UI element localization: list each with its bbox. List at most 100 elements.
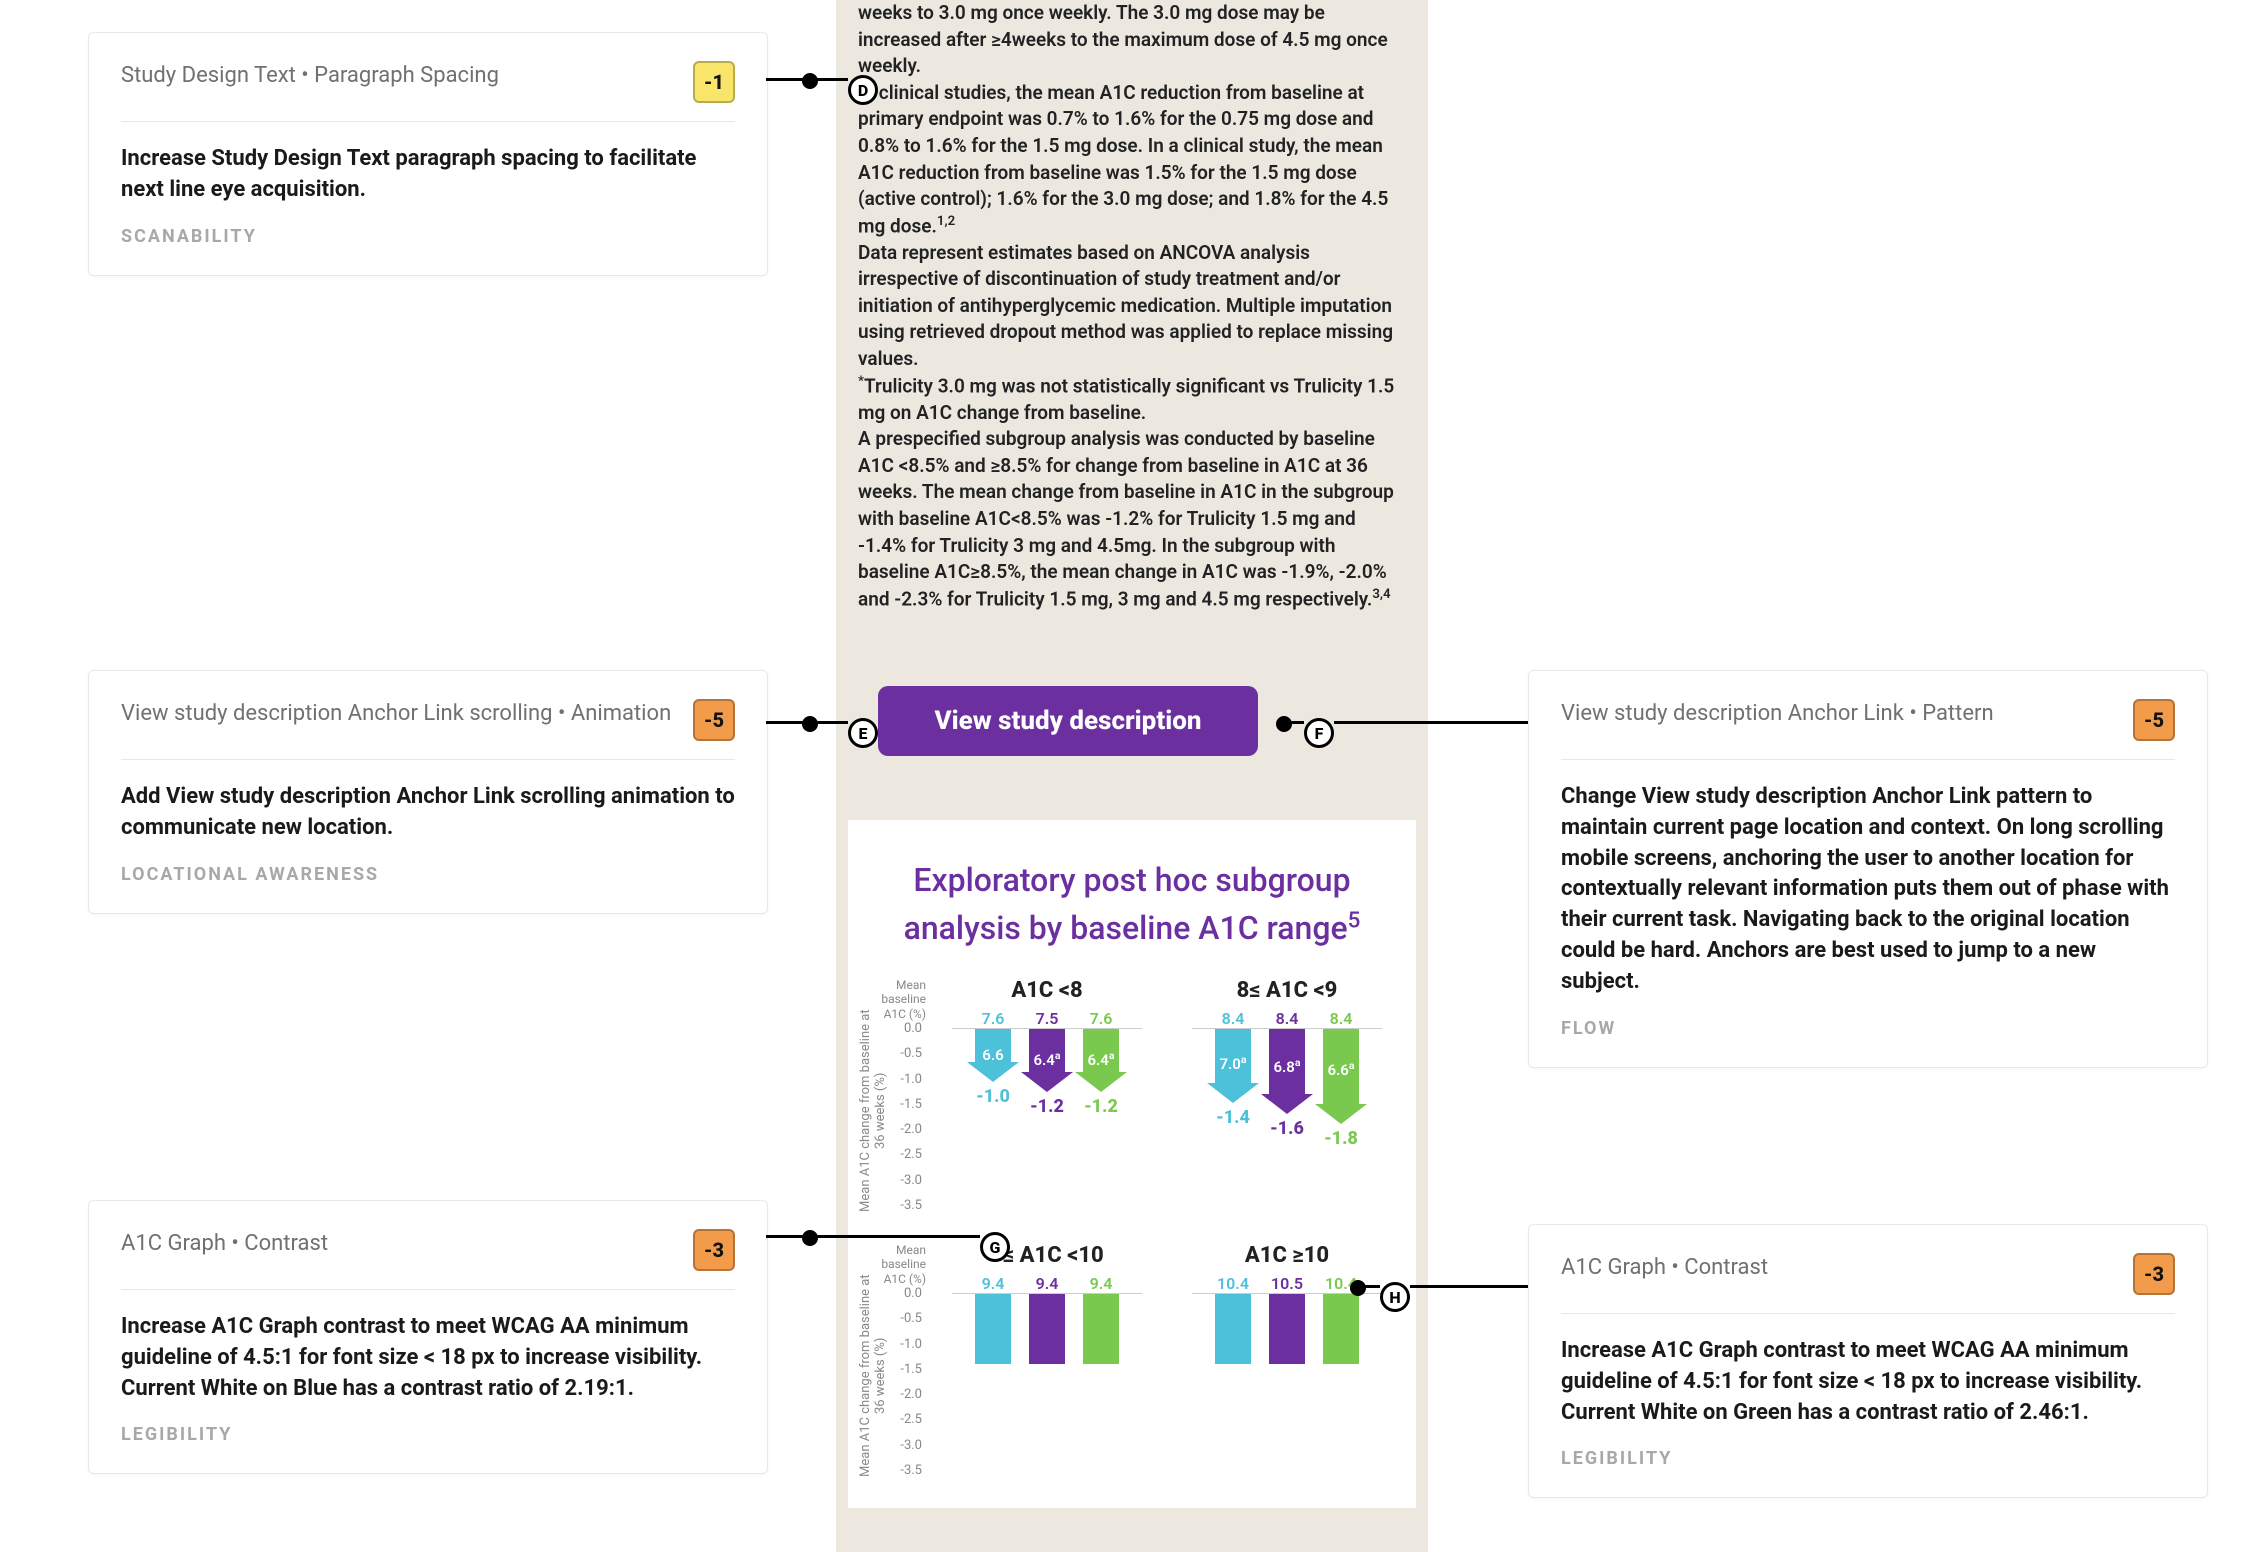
- view-study-description-button[interactable]: View study description: [878, 686, 1258, 756]
- bars: [1192, 1293, 1382, 1478]
- annotation-card-e[interactable]: View study description Anchor Link scrol…: [88, 670, 768, 914]
- endpoint-value: 6.4a: [1021, 1049, 1073, 1069]
- bar-groups: 9≤ A1C <109.49.49.4 A1C ≥1010.410.510.4: [934, 1243, 1400, 1478]
- baseline-value: 9.4: [1021, 1274, 1073, 1293]
- annotation-card-h[interactable]: A1C Graph • Contrast -3 Increase A1C Gra…: [1528, 1224, 2208, 1498]
- bar: [1075, 1294, 1127, 1478]
- clinical-p4: *Trulicity 3.0 mg was not statistically …: [858, 373, 1406, 427]
- score-badge: -3: [2133, 1253, 2175, 1295]
- baseline-value: 7.6: [967, 1009, 1019, 1028]
- card-header: A1C Graph • Contrast -3: [121, 1229, 735, 1290]
- baseline-value: 8.4: [1315, 1009, 1367, 1028]
- score-badge: -3: [693, 1229, 735, 1271]
- bar: [1261, 1294, 1313, 1478]
- group-title: 9≤ A1C <10: [952, 1243, 1142, 1268]
- baseline-value: 10.4: [1315, 1274, 1367, 1293]
- endpoint-value: 6.6a: [1315, 1059, 1367, 1079]
- bar-group: A1C ≥10 10.410.510.4: [1192, 1243, 1382, 1478]
- bars: 7.0a -1.4 6.8a -1.6 6.6a -1.8: [1192, 1028, 1382, 1213]
- endpoint-value: 7.0a: [1207, 1053, 1259, 1073]
- chart-row-0: Mean A1C change from baseline at 36 week…: [864, 978, 1400, 1213]
- annotation-card-d[interactable]: Study Design Text • Paragraph Spacing -1…: [88, 32, 768, 276]
- baseline-value: 8.4: [1207, 1009, 1259, 1028]
- clinical-p2: In clinical studies, the mean A1C reduct…: [858, 80, 1406, 240]
- card-title: A1C Graph • Contrast: [1561, 1253, 1784, 1283]
- clinical-p5: A prespecified subgroup analysis was con…: [858, 426, 1406, 612]
- bar-groups: A1C <8 7.67.57.6 6.6 -1.0 6.4a -1.2: [934, 978, 1400, 1213]
- marker-dot: [802, 73, 818, 89]
- change-value: -1.0: [967, 1086, 1019, 1107]
- change-value: -1.4: [1207, 1107, 1259, 1128]
- card-body: Increase Study Design Text paragraph spa…: [121, 144, 735, 206]
- change-value: -1.2: [1021, 1096, 1073, 1117]
- card-category: LEGIBILITY: [121, 1424, 735, 1445]
- device-preview: weeks to 3.0 mg once weekly. The 3.0 mg …: [836, 0, 1428, 1552]
- bar-group: A1C <8 7.67.57.6 6.6 -1.0 6.4a -1.2: [952, 978, 1142, 1213]
- card-body: Add View study description Anchor Link s…: [121, 782, 735, 844]
- bar: 6.4a -1.2: [1021, 1029, 1073, 1213]
- bars: [952, 1293, 1142, 1478]
- bar-group: 8≤ A1C <98.48.48.4 7.0a -1.4 6.8a -1.6: [1192, 978, 1382, 1213]
- bar: 6.8a -1.6: [1261, 1029, 1313, 1213]
- group-title: A1C ≥10: [1192, 1243, 1382, 1268]
- baseline-value: 10.4: [1207, 1274, 1259, 1293]
- group-title: A1C <8: [952, 978, 1142, 1003]
- card-category: LOCATIONAL AWARENESS: [121, 864, 735, 885]
- baseline-value: 7.5: [1021, 1009, 1073, 1028]
- endpoint-value: 6.8a: [1261, 1056, 1313, 1076]
- card-category: SCANABILITY: [121, 226, 735, 247]
- chart-title: Exploratory post hoc subgroup analysis b…: [864, 856, 1400, 978]
- marker-dot: [802, 1230, 818, 1246]
- card-body: Increase A1C Graph contrast to meet WCAG…: [121, 1312, 735, 1404]
- bar: [1315, 1294, 1367, 1478]
- y-axis-label: Mean A1C change from baseline at 36 week…: [858, 1273, 888, 1478]
- card-header: View study description Anchor Link • Pat…: [1561, 699, 2175, 760]
- bars: 6.6 -1.0 6.4a -1.2 6.4a -1.2: [952, 1028, 1142, 1213]
- card-title: A1C Graph • Contrast: [121, 1229, 344, 1259]
- endpoint-value: 6.4a: [1075, 1049, 1127, 1069]
- card-header: View study description Anchor Link scrol…: [121, 699, 735, 760]
- score-badge: -5: [2133, 699, 2175, 741]
- bar: [1207, 1294, 1259, 1478]
- card-body: Change View study description Anchor Lin…: [1561, 782, 2175, 998]
- card-header: Study Design Text • Paragraph Spacing -1: [121, 61, 735, 122]
- y-axis-label: Mean A1C change from baseline at 36 week…: [858, 1008, 888, 1213]
- change-value: -1.8: [1315, 1128, 1367, 1149]
- marker-dot: [802, 716, 818, 732]
- baseline-value: 10.5: [1261, 1274, 1313, 1293]
- baseline-row: 7.67.57.6: [952, 1009, 1142, 1028]
- card-title: View study description Anchor Link scrol…: [121, 699, 687, 729]
- bar: 6.6a -1.8: [1315, 1029, 1367, 1213]
- clinical-text-block: weeks to 3.0 mg once weekly. The 3.0 mg …: [858, 0, 1406, 613]
- baseline-value: 8.4: [1261, 1009, 1313, 1028]
- baseline-value: 7.6: [1075, 1009, 1127, 1028]
- card-title: View study description Anchor Link • Pat…: [1561, 699, 2010, 729]
- card-header: A1C Graph • Contrast -3: [1561, 1253, 2175, 1314]
- bar: 6.6 -1.0: [967, 1029, 1019, 1213]
- card-category: FLOW: [1561, 1018, 2175, 1039]
- card-title: Study Design Text • Paragraph Spacing: [121, 61, 515, 91]
- baseline-value: 9.4: [1075, 1274, 1127, 1293]
- baseline-value: 9.4: [967, 1274, 1019, 1293]
- clinical-p3: Data represent estimates based on ANCOVA…: [858, 240, 1406, 373]
- card-category: LEGIBILITY: [1561, 1448, 2175, 1469]
- annotation-card-f[interactable]: View study description Anchor Link • Pat…: [1528, 670, 2208, 1068]
- change-value: -1.2: [1075, 1096, 1127, 1117]
- bar: [967, 1294, 1019, 1478]
- card-body: Increase A1C Graph contrast to meet WCAG…: [1561, 1336, 2175, 1428]
- score-badge: -5: [693, 699, 735, 741]
- clinical-p1: weeks to 3.0 mg once weekly. The 3.0 mg …: [858, 0, 1406, 80]
- group-title: 8≤ A1C <9: [1192, 978, 1382, 1003]
- cta-label: View study description: [934, 706, 1201, 736]
- baseline-row: 8.48.48.4: [1192, 1009, 1382, 1028]
- bar: 7.0a -1.4: [1207, 1029, 1259, 1213]
- score-badge: -1: [693, 61, 735, 103]
- baseline-row: 10.410.510.4: [1192, 1274, 1382, 1293]
- bar: [1021, 1294, 1073, 1478]
- baseline-row: 9.49.49.4: [952, 1274, 1142, 1293]
- chart-row-1: Mean A1C change from baseline at 36 week…: [864, 1243, 1400, 1478]
- a1c-chart-card: Exploratory post hoc subgroup analysis b…: [848, 820, 1416, 1508]
- annotation-card-g[interactable]: A1C Graph • Contrast -3 Increase A1C Gra…: [88, 1200, 768, 1474]
- bar: 6.4a -1.2: [1075, 1029, 1127, 1213]
- bar-group: 9≤ A1C <109.49.49.4: [952, 1243, 1142, 1478]
